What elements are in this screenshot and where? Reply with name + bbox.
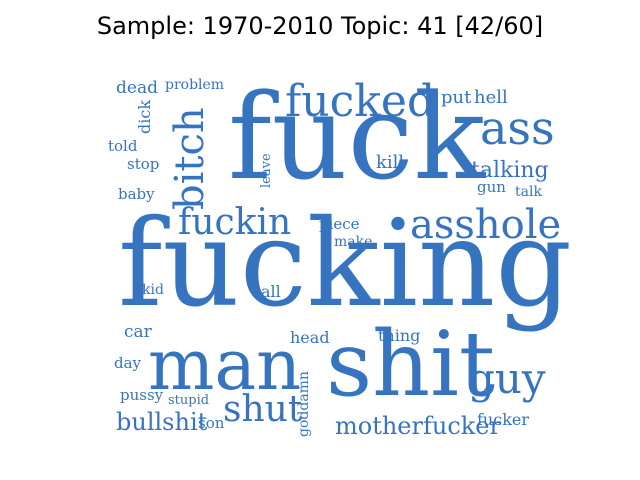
word-motherfucker: motherfucker — [335, 412, 501, 440]
word-shut: shut — [223, 389, 303, 430]
word-shit: shit — [326, 312, 496, 417]
word-stupid: stupid — [168, 393, 210, 408]
word-stop: stop — [127, 155, 160, 173]
word-gun: gun — [477, 178, 506, 196]
word-piece: piece — [319, 215, 360, 233]
word-dick: dick — [135, 99, 154, 134]
word-fucking: fucking — [118, 195, 573, 334]
word-fuck: fuck — [228, 68, 486, 206]
word-son: son — [198, 414, 225, 432]
word-told: told — [108, 137, 138, 155]
word-leave: leave — [259, 153, 274, 188]
word-car: car — [124, 322, 152, 342]
word-head: head — [290, 328, 330, 347]
word-talk: talk — [515, 184, 542, 200]
word-guy: guy — [468, 354, 546, 403]
word-fucked: fucked — [285, 76, 436, 127]
word-man: man — [148, 324, 302, 406]
word-goddamn: goddamn — [296, 371, 312, 437]
word-day: day — [114, 354, 142, 372]
word-pussy: pussy — [120, 386, 164, 404]
word-bullshit: bullshit — [116, 408, 208, 436]
word-fucker: fucker — [477, 410, 529, 429]
word-talking: talking — [471, 158, 549, 183]
word-baby: baby — [118, 185, 155, 203]
word-put: put — [441, 87, 472, 108]
word-thing: thing — [378, 326, 421, 345]
word-ass: ass — [480, 101, 555, 155]
word-kill: kill — [376, 152, 405, 173]
word-asshole: asshole — [410, 202, 562, 248]
word-hell: hell — [474, 87, 508, 108]
word-make: make — [334, 234, 373, 250]
word-bitch: bitch — [167, 107, 213, 210]
word-fuckin: fuckin — [178, 202, 292, 243]
word-dead: dead — [116, 78, 158, 98]
figure-title: Sample: 1970-2010 Topic: 41 [42/60] — [96, 12, 544, 40]
word-kid: kid — [142, 282, 164, 298]
word-call: call — [252, 282, 281, 301]
word-problem: problem — [165, 77, 225, 93]
